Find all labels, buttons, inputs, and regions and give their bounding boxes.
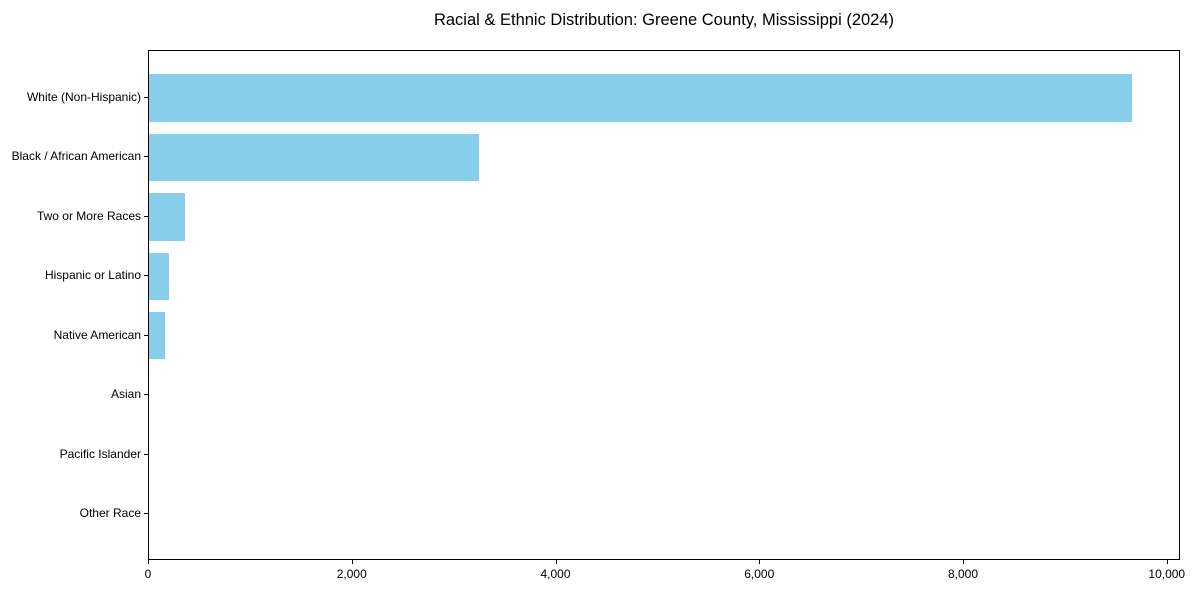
x-tick-label-10000: 10,000 <box>1148 567 1186 581</box>
y-label-asian: Asian <box>110 387 141 402</box>
x-tick-8000 <box>963 560 964 564</box>
y-label-white-non-hispanic: White (Non-Hispanic) <box>26 89 141 104</box>
y-tick-hispanic-or-latino <box>144 275 148 277</box>
y-tick-white-non-hispanic <box>144 96 148 98</box>
y-label-hispanic-or-latino: Hispanic or Latino <box>44 268 141 283</box>
x-tick-0 <box>148 560 149 564</box>
bar-white-non-hispanic <box>149 74 1133 122</box>
bar-black-african-american <box>149 133 479 182</box>
chart-title: Racial & Ethnic Distribution: Greene Cou… <box>433 11 895 29</box>
y-tick-asian <box>144 394 148 396</box>
plot-area <box>148 50 1180 560</box>
y-label-black-african-american: Black / African American <box>11 149 141 164</box>
x-tick-label-0: 0 <box>144 567 152 581</box>
y-tick-other-race <box>144 513 148 515</box>
x-tick-label-8000: 8,000 <box>947 567 979 581</box>
bar-native-american <box>149 311 166 360</box>
y-label-other-race: Other Race <box>79 506 141 521</box>
y-label-two-or-more-races: Two or More Races <box>36 208 141 223</box>
y-label-native-american: Native American <box>53 327 141 342</box>
x-tick-label-2000: 2,000 <box>336 567 367 581</box>
x-tick-label-6000: 6,000 <box>744 567 775 581</box>
y-tick-two-or-more-races <box>144 215 148 217</box>
y-tick-black-african-american <box>144 156 148 158</box>
y-tick-native-american <box>144 334 148 336</box>
x-tick-10000 <box>1166 560 1168 564</box>
bar-two-or-more-races <box>149 193 185 241</box>
x-tick-6000 <box>759 560 761 564</box>
y-axis-labels: White (Non-Hispanic) Black / African Amer… <box>0 50 141 560</box>
y-tick-pacific-islander <box>144 453 148 455</box>
y-label-pacific-islander: Pacific Islander <box>59 446 141 461</box>
x-tick-4000 <box>555 560 557 564</box>
x-tick-2000 <box>351 560 353 564</box>
bar-hispanic-or-latino <box>149 252 170 301</box>
x-tick-label-4000: 4,000 <box>540 567 571 581</box>
